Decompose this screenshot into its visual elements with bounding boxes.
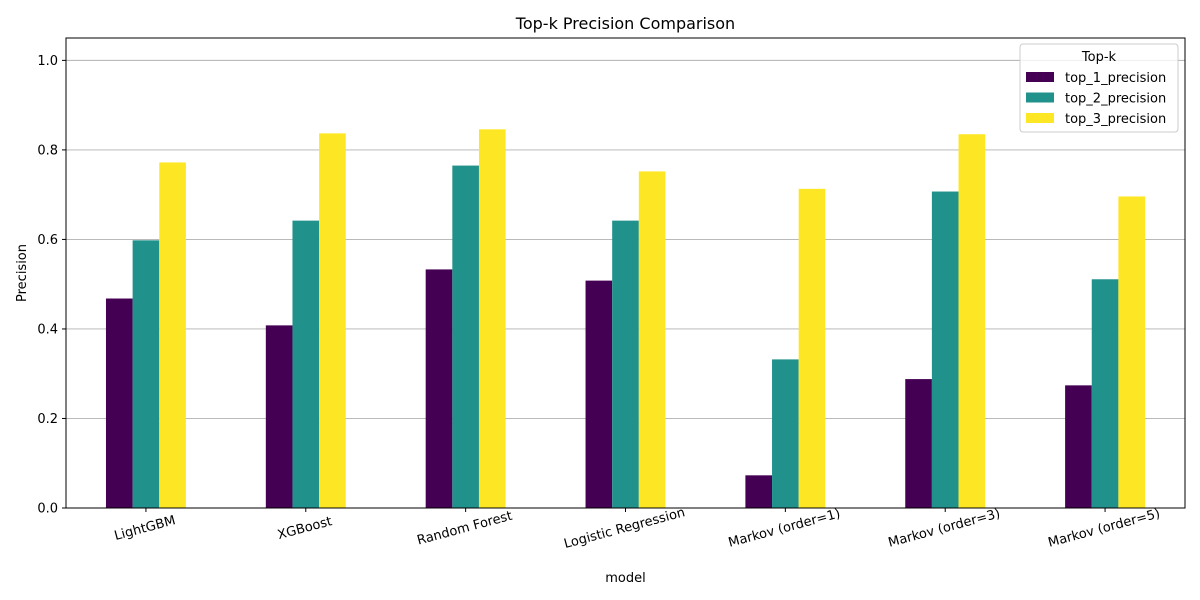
bar-top-2-precision (292, 220, 320, 508)
legend-box (1019, 43, 1179, 133)
legend-label: top_1_precision (1065, 71, 1166, 86)
y-tick-label: 0.8 (37, 143, 58, 158)
bar-top-3-precision (319, 133, 346, 509)
y-tick-label: 0.2 (37, 412, 58, 427)
legend-title: Top-k (1081, 50, 1117, 65)
bar-top-1-precision (425, 269, 453, 508)
y-axis: 0.0 0.2 0.4 0.6 0.8 1.0 (37, 54, 66, 517)
x-tick-label: Markov (order=1) (727, 506, 842, 550)
bar-top-3-precision (798, 188, 826, 508)
bar-top-2-precision (132, 240, 160, 509)
bar-top-2-precision (772, 359, 799, 508)
bar-top-3-precision (159, 162, 186, 508)
bar-top-3-precision (1118, 196, 1146, 508)
legend-items: top_1_precision top_2_precision top_3_prec… (1026, 71, 1166, 127)
legend: Top-k top_1_precisiontop_2_precisiontop_… (1019, 43, 1179, 133)
chart-title: Top-k Precision Comparison (515, 14, 735, 33)
x-tick-label: XGBoost (276, 514, 334, 543)
legend-label: top_3_precision (1065, 112, 1166, 127)
bar-top-3-precision (478, 129, 506, 509)
bar-top-1-precision (585, 280, 613, 508)
bars (105, 129, 1146, 509)
bar-top-2-precision (612, 220, 639, 508)
y-axis-label: Precision (15, 244, 30, 302)
bar-top-1-precision (905, 379, 932, 508)
x-tick-label: Random Forest (416, 509, 514, 549)
legend-swatch (1026, 92, 1054, 103)
x-tick-label: Logistic Regression (562, 505, 686, 552)
legend-label: top_2_precision (1065, 92, 1166, 107)
x-axis: LightGBM XGBoost Random Forest Logistic Reg… (113, 505, 1162, 552)
y-tick-label: 0.4 (37, 322, 58, 337)
y-tick-label: 0.0 (37, 502, 58, 517)
bar-top-1-precision (105, 298, 133, 508)
bar-top-3-precision (638, 171, 666, 508)
y-tick-label: 1.0 (37, 54, 58, 69)
legend-swatch (1026, 113, 1054, 123)
bar-top-1-precision (265, 325, 293, 508)
x-tick-label: Markov (order=5) (1047, 506, 1162, 550)
bar-top-3-precision (958, 134, 986, 508)
x-axis-label: model (605, 571, 645, 586)
bar-top-2-precision (452, 165, 479, 509)
x-tick-label: Markov (order=3) (887, 506, 1002, 550)
bar-top-2-precision (1091, 279, 1119, 508)
bar-top-1-precision (745, 475, 773, 508)
bar-top-2-precision (931, 191, 959, 509)
y-tick-label: 0.6 (37, 233, 58, 248)
bar-top-1-precision (1065, 385, 1092, 508)
legend-swatch (1026, 72, 1054, 82)
x-tick-label: LightGBM (113, 513, 177, 544)
